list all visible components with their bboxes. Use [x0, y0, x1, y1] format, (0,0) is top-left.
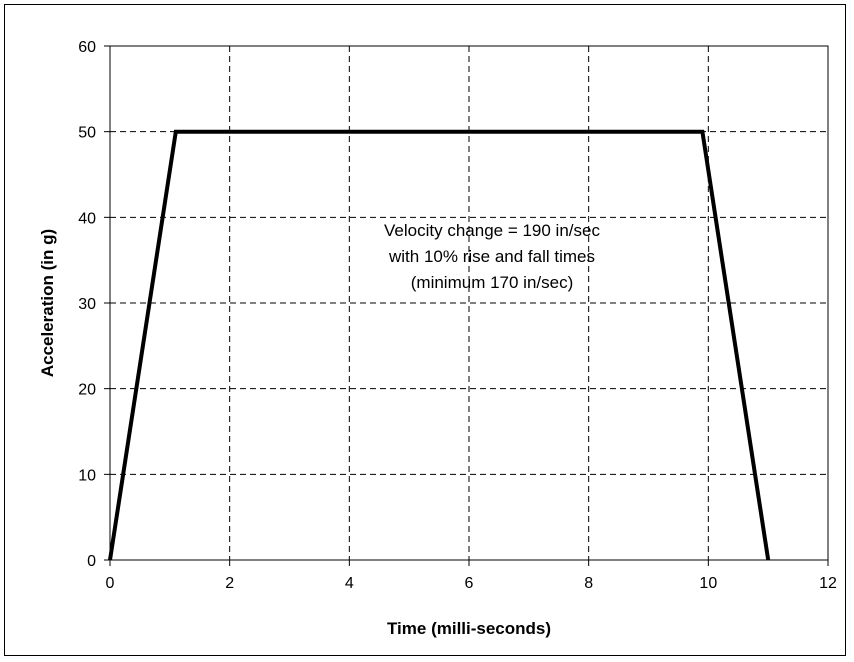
x-tick-label: 0 [106, 575, 115, 592]
x-tick-label: 8 [584, 575, 593, 592]
x-tick-label: 10 [699, 575, 717, 592]
series-layer [108, 129, 771, 561]
y-tick-labels: 0 10 20 30 40 50 60 [78, 39, 96, 570]
x-tick-label: 4 [345, 575, 354, 592]
y-tick-label: 10 [78, 467, 96, 484]
x-tick-labels: 0 2 4 6 8 10 12 [106, 575, 837, 592]
x-tick-label: 6 [465, 575, 474, 592]
y-tick-label: 30 [78, 296, 96, 313]
series-line [108, 129, 771, 561]
y-tick-label: 0 [87, 553, 96, 570]
y-tick-label: 40 [78, 210, 96, 227]
x-axis-title: Time (milli-seconds) [387, 619, 551, 638]
annotation-line-1: Velocity change = 190 in/sec [384, 221, 600, 240]
x-tick-label: 2 [225, 575, 234, 592]
annotation-line-3: (minimum 170 in/sec) [411, 273, 574, 292]
annotation-line-2: with 10% rise and fall times [388, 247, 595, 266]
y-tick-label: 50 [78, 125, 96, 142]
tick-marks [104, 45, 829, 566]
y-tick-label: 60 [78, 39, 96, 56]
x-tick-label: 12 [819, 575, 837, 592]
y-axis-title: Acceleration (in g) [38, 229, 57, 377]
y-tick-label: 20 [78, 382, 96, 399]
